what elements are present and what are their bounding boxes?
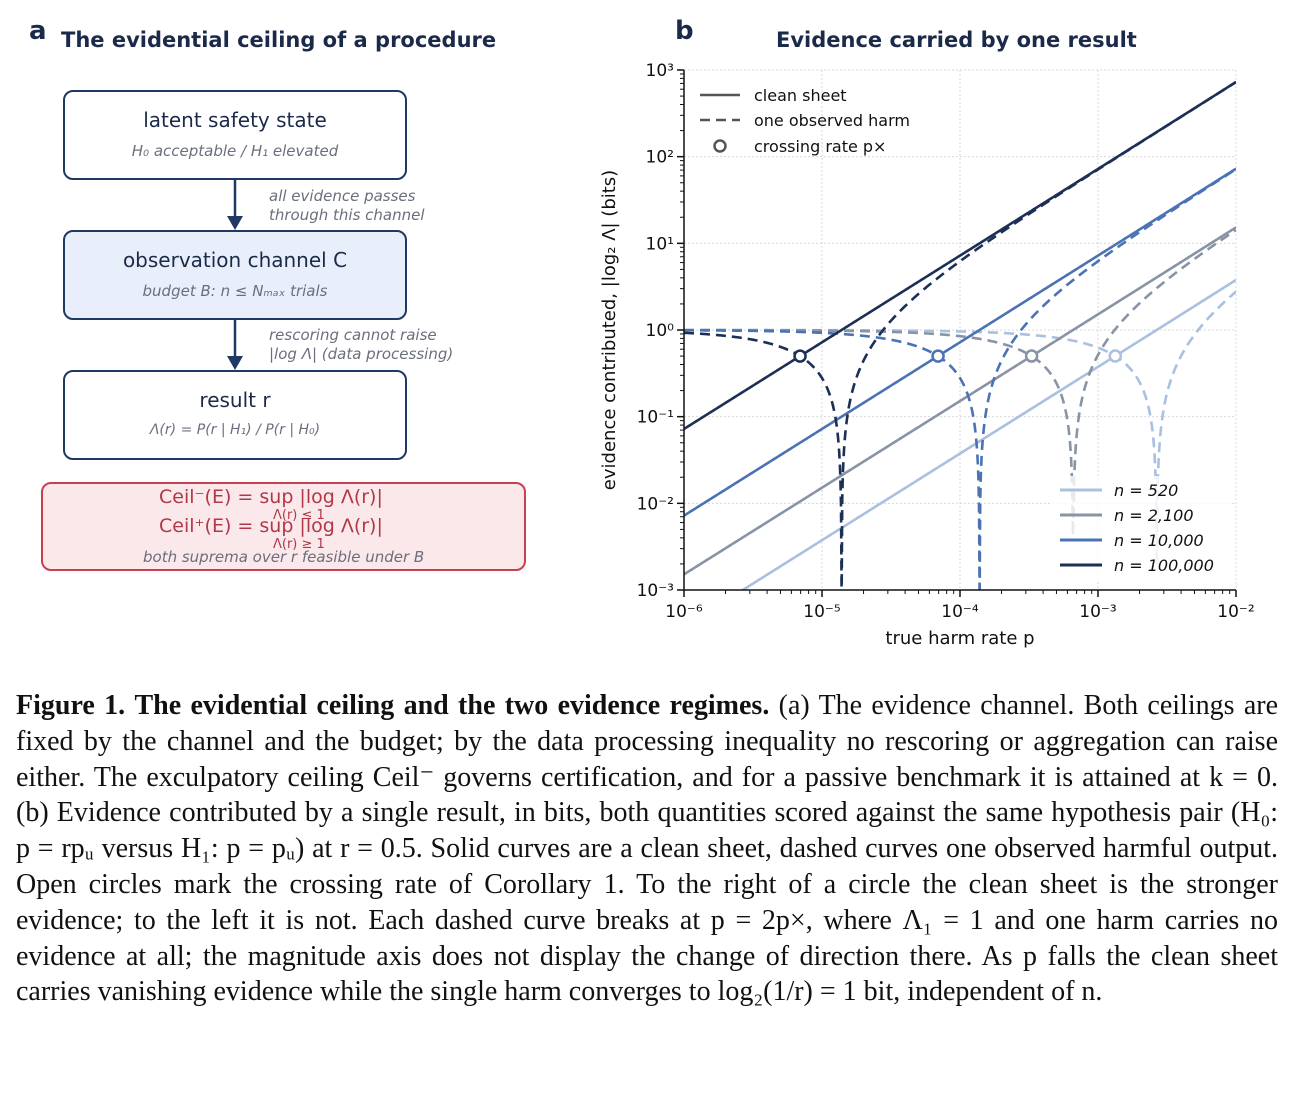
arrow-2-note: rescoring cannot raise |log Λ| (data pro… (269, 326, 454, 363)
y-tick-label: 10⁰ (646, 321, 675, 341)
crossing-circle (1108, 349, 1122, 363)
ceil-minus-formula: Ceil⁻(E) = sup |log Λ(r)| (159, 486, 383, 508)
legend-label: one observed harm (754, 111, 910, 130)
n-legend-background (1052, 476, 1232, 580)
clean-sheet-line (684, 80, 1236, 431)
x-tick-label: 10⁻⁴ (941, 602, 979, 622)
y-tick-label: 10⁻³ (637, 581, 674, 601)
single-harm-line (684, 290, 1236, 565)
clean-sheet-line (684, 167, 1236, 517)
x-axis-label: true harm rate p (885, 628, 1034, 649)
chart-ticks: 10⁻⁶ 10⁻⁵ 10⁻⁴ 10⁻³ 10⁻² 10⁻³ 10⁻² 10⁻¹ 10⁰ 10¹ 10… (637, 61, 1255, 622)
clean-sheet-line (740, 278, 1236, 590)
arrow-2 (227, 320, 243, 370)
y-axis-label: evidence contributed, |log₂ Λ| (bits) (599, 170, 620, 490)
caption-body: (a) The evidence channel. Both ceilings … (16, 690, 1279, 1008)
ceil-plus-formula: Ceil⁺(E) = sup |log Λ(r)| (159, 515, 383, 537)
panel-b-title: Evidence carried by one result (776, 28, 1137, 52)
legend-label: crossing rate p× (754, 137, 886, 156)
evidence-chart: 10⁻⁶ 10⁻⁵ 10⁻⁴ 10⁻³ 10⁻² 10⁻³ 10⁻² 10⁻¹ 10⁰ 10¹ 10… (599, 61, 1255, 649)
n-legend: n = 520 n = 2,100 n = 10,000 n = 100,000 (1052, 476, 1232, 580)
panel-b-letter: b (675, 16, 694, 46)
latent-state-box: latent safety state H₀ acceptable / H₁ e… (63, 90, 407, 180)
n-legend-label: n = 100,000 (1114, 556, 1214, 575)
n-legend-label: n = 10,000 (1114, 531, 1204, 550)
x-tick-label: 10⁻³ (1079, 602, 1116, 622)
single-harm-line (684, 168, 1236, 590)
crossing-circle (931, 349, 945, 363)
caption-headline: The evidential ceiling and the two evide… (134, 690, 770, 721)
ceiling-definition-box: Ceil⁻(E) = sup |log Λ(r)| Λ(r) ≤ 1 Ceil⁺… (41, 482, 526, 571)
likelihood-ratio-definition: Λ(r) = P(r | H₁) / P(r | H₀) (149, 422, 321, 438)
panel-a-title: The evidential ceiling of a procedure (61, 28, 497, 52)
legend-circle-swatch (713, 139, 727, 153)
result-title: result r (199, 388, 271, 412)
arrow-1-note: all evidence passes through this channel (269, 187, 425, 224)
figure-caption: Figure 1. The evidential ceiling and the… (16, 688, 1278, 1010)
observation-channel-budget: budget B: n ≤ Nₘₐₓ trials (142, 282, 328, 300)
ceil-minus-constraint: Λ(r) ≤ 1 (273, 508, 325, 523)
x-tick-label: 10⁻⁵ (803, 602, 840, 622)
caption-label: Figure 1. (16, 690, 126, 721)
latent-state-hypotheses: H₀ acceptable / H₁ elevated (131, 142, 339, 160)
x-tick-label: 10⁻² (1217, 602, 1254, 622)
style-legend: clean sheet one observed harm crossing rat… (700, 86, 910, 156)
clean-sheet-line (684, 226, 1236, 576)
y-tick-label: 10⁻¹ (637, 408, 674, 428)
n-legend-label: n = 2,100 (1114, 506, 1194, 525)
observation-channel-title: observation channel C (122, 248, 348, 272)
ceil-plus-constraint: Λ(r) ≥ 1 (273, 537, 325, 552)
y-tick-label: 10³ (646, 61, 674, 81)
x-tick-label: 10⁻⁶ (665, 602, 703, 622)
crossing-circle (1024, 349, 1039, 363)
ceiling-note: both suprema over r feasible under B (143, 548, 425, 566)
legend-label: clean sheet (754, 86, 847, 105)
single-harm-line (684, 228, 1236, 536)
crossing-circle (793, 349, 807, 363)
y-tick-label: 10¹ (646, 234, 674, 254)
y-tick-label: 10⁻² (637, 494, 674, 514)
arrow-1 (227, 180, 243, 230)
n-legend-label: n = 520 (1114, 481, 1178, 500)
chart-curves (684, 80, 1236, 590)
panel-a-letter: a (29, 16, 47, 46)
result-box: result r Λ(r) = P(r | H₁) / P(r | H₀) (63, 370, 407, 460)
observation-channel-box: observation channel C budget B: n ≤ Nₘₐₓ… (63, 230, 407, 320)
y-tick-label: 10² (646, 148, 674, 168)
latent-state-title: latent safety state (143, 108, 327, 132)
